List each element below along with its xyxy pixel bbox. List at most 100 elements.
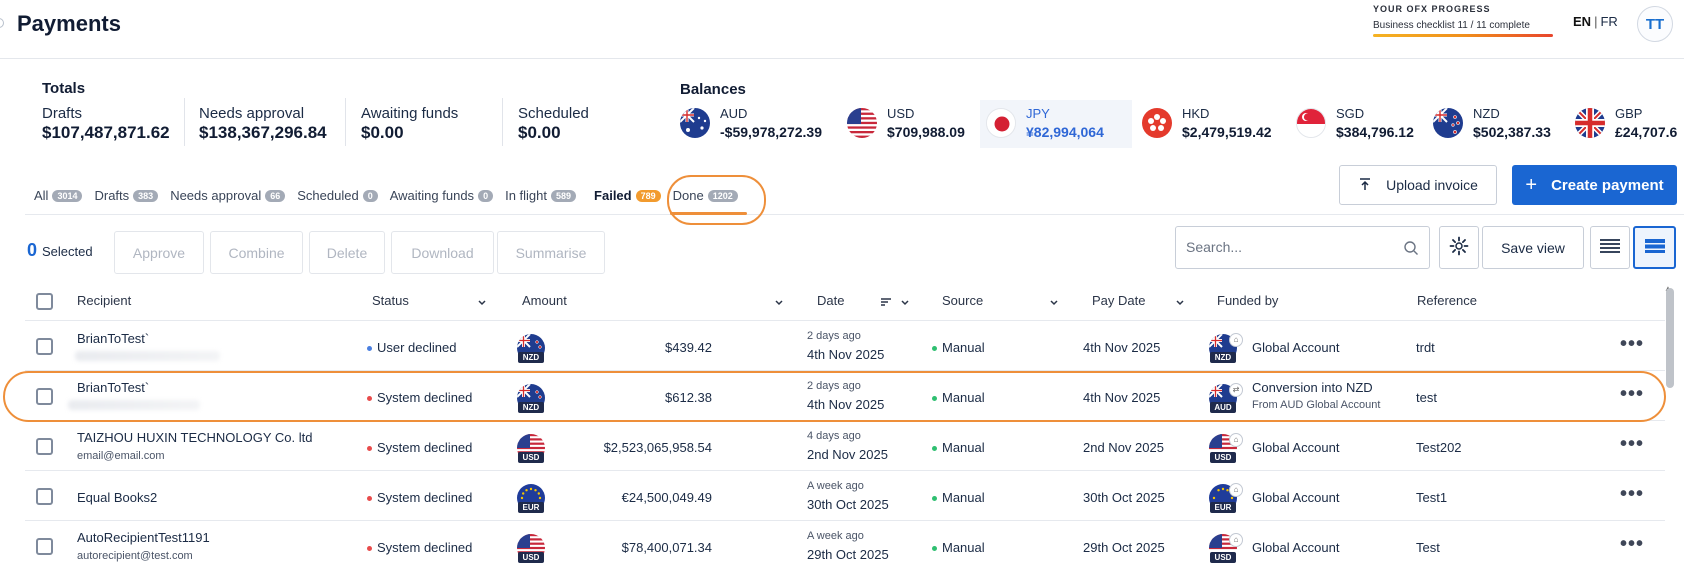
more-options-icon[interactable]: ••• [1620, 483, 1645, 505]
tab-drafts[interactable]: Drafts 383 [94, 188, 159, 203]
recipient-name[interactable]: BrianToTest` [77, 331, 150, 346]
pay-date-chevron-down-icon[interactable] [1175, 295, 1185, 313]
recipient-name[interactable]: TAIZHOU HUXIN TECHNOLOGY Co. ltd [77, 430, 313, 445]
fund-currency-badge: USD [1209, 534, 1237, 564]
flag-usd-icon [847, 108, 877, 138]
compact-view-button[interactable] [1590, 226, 1630, 269]
tab-count-badge: 0 [362, 189, 378, 202]
tab-count-badge: 0 [478, 189, 494, 202]
recipient-name[interactable]: AutoRecipientTest1191 [77, 530, 210, 545]
totals-title: Totals [42, 80, 86, 97]
upload-invoice-button[interactable]: Upload invoice [1339, 165, 1497, 205]
search-box [1175, 226, 1430, 269]
date-chevron-down-icon[interactable] [900, 295, 910, 313]
table-scrollbar[interactable] [1666, 288, 1674, 388]
header-divider [0, 58, 1684, 59]
approve-button[interactable]: Approve [114, 231, 204, 274]
avatar[interactable]: TT [1637, 6, 1673, 42]
col-date[interactable]: Date [817, 293, 845, 308]
flag-eur-icon: EUR [518, 502, 544, 513]
date-relative: 2 days ago [807, 330, 861, 342]
tab-failed[interactable]: Failed 789 [594, 188, 661, 203]
flag-usd-icon: USD [518, 552, 544, 563]
more-options-icon[interactable]: ••• [1620, 433, 1645, 455]
tab-all[interactable]: All 3014 [34, 188, 83, 203]
col-funded-by[interactable]: Funded by [1217, 293, 1279, 308]
search-icon[interactable] [1403, 240, 1419, 261]
row-checkbox[interactable] [36, 338, 53, 355]
status-dot [367, 496, 372, 502]
row-checkbox[interactable] [36, 488, 53, 505]
balance-gbp[interactable]: GBP £24,707.6 [1569, 100, 1684, 148]
status-text: User declined [377, 340, 457, 355]
selected-label: Selected [42, 244, 93, 259]
amount: $2,523,065,958.54 [603, 440, 712, 455]
tab-awaiting-funds[interactable]: Awaiting funds 0 [390, 188, 494, 203]
more-options-icon[interactable]: ••• [1620, 333, 1645, 355]
status-tabs: All 3014 Drafts 383 Needs approval 66 Sched… [34, 188, 750, 203]
pay-date: 29th Oct 2025 [1083, 540, 1165, 555]
search-input[interactable] [1186, 239, 1386, 255]
row-checkbox[interactable] [36, 538, 53, 555]
col-recipient[interactable]: Recipient [77, 293, 132, 308]
balance-usd[interactable]: USD $709,988.09 [841, 100, 981, 148]
row-checkbox[interactable] [36, 388, 53, 405]
download-button[interactable]: Download [391, 231, 494, 274]
currency-badge: USD [517, 434, 545, 464]
status-text: System declined [377, 540, 473, 555]
tab-scheduled[interactable]: Scheduled 0 [297, 188, 378, 203]
amount-chevron-down-icon[interactable] [774, 295, 784, 313]
divider [184, 98, 185, 146]
sort-descending-icon[interactable] [880, 295, 892, 313]
more-options-icon[interactable]: ••• [1620, 533, 1645, 555]
funded-by: Global Account [1252, 340, 1340, 355]
lang-en[interactable]: EN [1573, 14, 1592, 29]
balance-sgd[interactable]: SGD $384,796.12 [1290, 100, 1420, 148]
balance-nzd[interactable]: NZD $502,387.33 [1427, 100, 1567, 148]
row-divider [25, 520, 1665, 521]
status-chevron-down-icon[interactable] [477, 295, 487, 313]
recipient-name[interactable]: BrianToTest` [77, 380, 150, 395]
divider [345, 98, 346, 146]
amount: $439.42 [665, 340, 712, 355]
create-payment-button[interactable]: + Create payment [1512, 165, 1677, 205]
back-indicator[interactable] [0, 18, 4, 28]
flag-sgd-icon [1296, 108, 1326, 138]
col-amount[interactable]: Amount [522, 293, 567, 308]
balance-amount: $2,479,519.42 [1182, 124, 1272, 140]
col-status[interactable]: Status [372, 293, 409, 308]
summarise-button[interactable]: Summarise [497, 231, 605, 274]
tab-needs-approval[interactable]: Needs approval 66 [170, 188, 286, 203]
total-needs-approval[interactable]: Needs approval $138,367,296.84 [199, 105, 327, 145]
total-drafts[interactable]: Drafts $107,487,871.62 [42, 105, 170, 145]
progress-bar [1373, 34, 1553, 37]
highlight-failed-tab [667, 175, 766, 225]
delete-button[interactable]: Delete [309, 231, 385, 274]
funded-by-sub: From AUD Global Account [1252, 399, 1381, 411]
col-pay-date[interactable]: Pay Date [1092, 293, 1146, 308]
balance-hkd[interactable]: HKD $2,479,519.42 [1136, 100, 1286, 148]
reference: test [1416, 390, 1437, 405]
select-all-checkbox[interactable] [36, 293, 53, 310]
save-view-button[interactable]: Save view [1482, 226, 1584, 269]
reference: Test202 [1416, 440, 1462, 455]
tab-label: Failed [594, 188, 632, 203]
progress-widget[interactable]: YOUR OFX PROGRESS Business checklist 11 … [1373, 4, 1553, 37]
total-scheduled[interactable]: Scheduled $0.00 [518, 105, 589, 145]
total-awaiting-funds[interactable]: Awaiting funds $0.00 [361, 105, 458, 145]
tab-in-flight[interactable]: In flight 589 [505, 188, 577, 203]
source-chevron-down-icon[interactable] [1049, 295, 1059, 313]
source-dot [932, 396, 937, 402]
settings-button[interactable] [1439, 226, 1479, 269]
col-source[interactable]: Source [942, 293, 984, 308]
source-cell: Manual [932, 490, 985, 505]
combine-button[interactable]: Combine [210, 231, 303, 274]
balance-aud[interactable]: AUD -$59,978,272.39 [674, 100, 824, 148]
lang-fr[interactable]: FR [1600, 14, 1618, 29]
col-reference[interactable]: Reference [1417, 293, 1477, 308]
row-checkbox[interactable] [36, 438, 53, 455]
balance-jpy[interactable]: JPY ¥82,994,064 [980, 100, 1132, 148]
comfortable-view-button[interactable] [1633, 226, 1676, 269]
more-options-icon[interactable]: ••• [1620, 383, 1645, 405]
recipient-name[interactable]: Equal Books2 [77, 490, 158, 505]
